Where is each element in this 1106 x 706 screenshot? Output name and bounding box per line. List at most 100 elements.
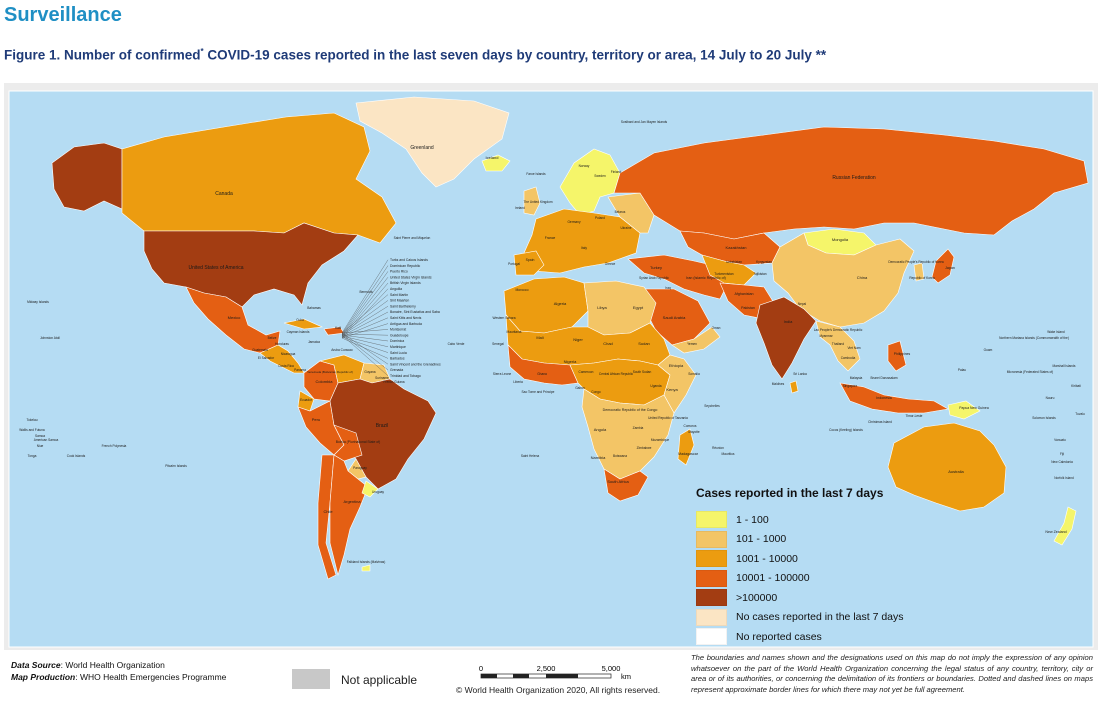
map-labels: Greenland Canada United States of America I…	[19, 120, 1085, 564]
map-label-uzbekistan: Uzbekistan	[726, 260, 742, 264]
caribbean-leader-line	[341, 282, 389, 338]
map-label-botswana: Botswana	[613, 454, 627, 458]
legend-swatch	[696, 550, 727, 568]
caribbean-leader-line	[341, 271, 389, 336]
map-label-india: India	[784, 319, 793, 324]
map-label-new-caledonia: New Caledonia	[1051, 460, 1073, 464]
legend-swatch	[696, 569, 727, 587]
region-alaska	[51, 142, 123, 212]
caribbean-leader-line	[341, 317, 389, 338]
map-label-n-mariana: Northern Mariana Islands (Commonwealth o…	[999, 336, 1069, 340]
map-label-cook: Cook Islands	[67, 454, 86, 458]
map-label-kiribati: Kiribati	[1071, 384, 1081, 388]
map-label-uk: The United Kingdom	[523, 200, 552, 204]
region-japan	[931, 248, 955, 284]
region-east-africa	[657, 354, 697, 414]
map-label-tajikistan: Tajikistan	[753, 272, 766, 276]
map-label-tuvalu: Tuvalu	[1075, 412, 1085, 416]
region-indonesia	[839, 382, 949, 414]
region-iceland	[481, 154, 511, 172]
not-applicable-swatch	[292, 669, 330, 689]
map-label-turkey: Turkey	[650, 265, 662, 270]
map-label-rok: Republic of Korea	[909, 276, 935, 280]
map-label-congo: Congo	[591, 390, 601, 394]
legend-row: No cases reported in the last 7 days	[696, 608, 926, 628]
map-label-pakistan: Pakistan	[741, 306, 755, 310]
caribbean-leader-line	[341, 311, 389, 337]
map-label-johnston: Johnston Atoll	[40, 336, 60, 340]
legend-row: 10001 - 100000	[696, 569, 926, 589]
region-falkland	[361, 564, 371, 572]
region-china	[771, 232, 915, 328]
figure-title: Figure 1. Number of confirmed* COVID-19 …	[4, 47, 827, 63]
map-label-ukraine: Ukraine	[621, 226, 632, 230]
map-production: Map Production: WHO Health Emergencies P…	[11, 672, 227, 682]
legend-row: No reported cases	[696, 627, 926, 647]
region-mexico	[185, 286, 281, 354]
map-label-somalia: Somalia	[688, 372, 700, 376]
map-label-zimbabwe: Zimbabwe	[637, 446, 652, 450]
land	[51, 96, 1089, 580]
caribbean-label: Sint Maarten	[390, 299, 409, 303]
map-label-pitcairn: Pitcairn Islands	[165, 464, 187, 468]
map-label-fiji: Fiji	[1060, 452, 1064, 456]
map-label-malaysia: Malaysia	[850, 376, 863, 380]
legend-swatch	[696, 511, 727, 529]
map-label-cameroon: Cameroon	[579, 370, 594, 374]
map-label-nauru: Nauru	[1046, 396, 1055, 400]
legend-label: 10001 - 100000	[736, 572, 810, 585]
map-label-iraq: Iraq	[665, 286, 671, 290]
map-label-nicaragua: Nicaragua	[281, 352, 296, 356]
map-label-usa: United States of America	[188, 265, 243, 271]
map-label-norway: Norway	[579, 164, 590, 168]
caribbean-leader-line	[341, 334, 389, 342]
legend-title: Cases reported in the last 7 days	[696, 486, 884, 500]
map-label-iran: Iran (Islamic Republic of)	[686, 276, 726, 280]
map-label-singapore: Singapore	[843, 384, 858, 388]
caribbean-label: Trinidad and Tobago	[390, 374, 421, 378]
map-label-mauritania: Mauritania	[507, 330, 522, 334]
scale-tick-2: 5,000	[602, 664, 621, 673]
map-label-vanuatu: Vanuatu	[1054, 438, 1066, 442]
map-label-ireland: Ireland	[515, 206, 525, 210]
region-uruguay	[361, 480, 379, 498]
map-label-seychelles: Seychelles	[704, 404, 720, 408]
map-label-sweden: Sweden	[594, 174, 606, 178]
map-label-morocco: Morocco	[515, 288, 528, 292]
caribbean-label: Saint Martin	[390, 293, 408, 297]
legend-swatch	[696, 628, 727, 646]
scale-bar-graphic: 0 2,500 5,000 km	[479, 664, 631, 681]
caribbean-leader-line	[341, 300, 389, 335]
region-greenland	[355, 96, 510, 188]
map-label-france: France	[545, 236, 556, 240]
caribbean-leader-line	[341, 323, 389, 339]
footer-credits: Data Source: World Health Organization M…	[11, 659, 226, 683]
caribbean-label: Saint Lucia	[390, 351, 407, 355]
caribbean-leader-line	[341, 265, 389, 335]
map-label-aruba-curacao: Aruba Curacao	[331, 348, 353, 352]
caribbean-leader-line	[341, 333, 389, 336]
map-label-new-zealand: New Zealand	[1045, 530, 1066, 534]
caribbean-leader-line	[341, 333, 389, 371]
scale-tick-1: 2,500	[537, 664, 556, 673]
map-label-western-sahara: Western Sahara	[493, 316, 516, 320]
map-label-argentina: Argentina	[343, 499, 361, 504]
map-label-french-guiana: French Guiana	[383, 380, 404, 384]
map-label-niger: Niger	[573, 337, 583, 342]
region-yemen-oman	[671, 326, 721, 354]
region-madagascar	[677, 428, 695, 466]
world-map: Greenland Canada United States of America I…	[8, 90, 1094, 648]
map-label-poland: Poland	[595, 216, 605, 220]
map-label-midway: Midway Islands	[27, 300, 49, 304]
map-label-st-helena: Saint Helena	[521, 454, 539, 458]
map-label-philippines: Philippines	[894, 352, 911, 356]
map-label-niue: Niue	[37, 444, 44, 448]
caribbean-leader-line	[341, 277, 389, 337]
region-philippines	[887, 340, 907, 372]
map-label-nepal: Nepal	[798, 302, 807, 306]
region-iberia	[513, 250, 545, 276]
map-label-bolivia: Bolivia (Plurinational State of)	[336, 440, 380, 444]
legend-row: 1 - 100	[696, 510, 926, 530]
map-label-sao-tome: Sao Tome and Principe	[522, 390, 555, 394]
map-label-kenya: Kenya	[666, 387, 678, 392]
